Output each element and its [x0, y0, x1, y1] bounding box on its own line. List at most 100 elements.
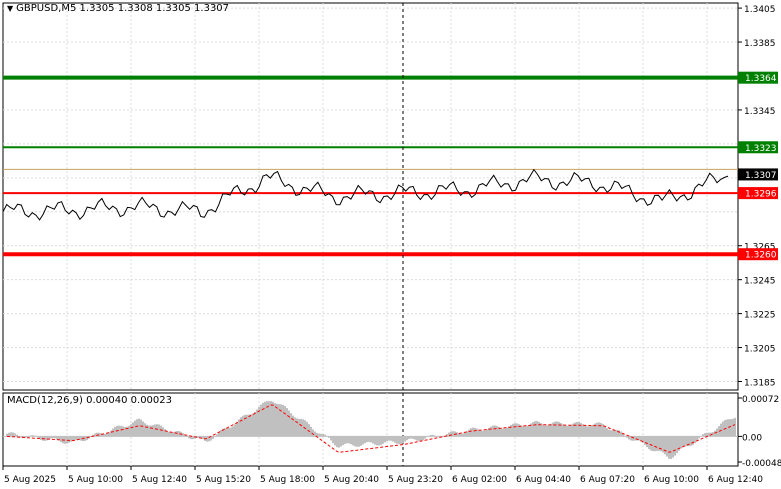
macd-hist-bar — [730, 419, 732, 437]
macd-hist-bar — [266, 401, 268, 437]
macd-hist-bar — [150, 425, 152, 437]
macd-hist-bar — [314, 431, 316, 437]
macd-hist-bar — [452, 431, 454, 437]
macd-hist-bar — [692, 436, 694, 445]
macd-hist-bar — [38, 436, 40, 439]
macd-hist-bar — [248, 414, 250, 437]
macd-hist-bar — [68, 436, 70, 443]
macd-hist-bar — [48, 436, 50, 440]
macd-hist-bar — [536, 421, 538, 437]
macd-hist-bar — [152, 425, 154, 437]
macd-hist-bar — [598, 422, 600, 437]
macd-hist-bar — [600, 422, 602, 437]
macd-hist-bar — [44, 436, 46, 441]
macd-hist-bar — [218, 431, 220, 437]
macd-hist-bar — [332, 436, 334, 444]
macd-hist-bar — [498, 426, 500, 437]
macd-hist-bar — [212, 436, 214, 439]
macd-hist-bar — [422, 436, 424, 441]
time-axis-label: 5 Aug 15:20 — [196, 475, 251, 485]
macd-hist-bar — [216, 434, 218, 437]
macd-hist-bar — [364, 436, 366, 444]
macd-hist-bar — [146, 424, 148, 437]
macd-hist-bar — [254, 411, 256, 437]
price-axis-label: 1.3225 — [744, 311, 776, 321]
macd-hist-bar — [130, 424, 132, 437]
macd-hist-bar — [606, 428, 608, 437]
macd-hist-bar — [76, 436, 78, 440]
macd-hist-bar — [136, 419, 138, 437]
macd-hist-bar — [72, 436, 74, 442]
macd-hist-bar — [534, 421, 536, 437]
macd-hist-bar — [470, 428, 472, 437]
macd-hist-bar — [202, 436, 204, 440]
macd-hist-bar — [494, 425, 496, 437]
macd-hist-bar — [486, 429, 488, 437]
macd-pane-frame — [2, 392, 739, 467]
macd-hist-bar — [154, 424, 156, 437]
macd-hist-bar — [260, 404, 262, 437]
macd-hist-bar — [602, 424, 604, 437]
macd-hist-bar — [380, 436, 382, 445]
macd-hist-bar — [298, 418, 300, 437]
time-axis-label: 5 Aug 23:20 — [388, 475, 443, 485]
macd-hist-bar — [106, 433, 108, 437]
macd-hist-bar — [726, 419, 728, 437]
level-price-label: 1.3260 — [745, 251, 777, 261]
macd-hist-bar — [308, 424, 310, 437]
macd-hist-bar — [350, 436, 352, 445]
macd-hist-bar — [468, 429, 470, 437]
macd-hist-bar — [410, 436, 412, 439]
macd-hist-bar — [528, 424, 530, 437]
macd-hist-bar — [274, 403, 276, 437]
macd-hist-bar — [544, 425, 546, 437]
macd-hist-bar — [734, 417, 736, 437]
macd-hist-bar — [652, 436, 654, 452]
macd-hist-bar — [208, 436, 210, 442]
macd-hist-bar — [392, 436, 394, 442]
macd-hist-bar — [698, 436, 700, 439]
current-price-label: 1.3307 — [745, 171, 777, 181]
macd-hist-bar — [446, 434, 448, 437]
macd-hist-bar — [396, 436, 398, 444]
macd-hist-bar — [634, 436, 636, 441]
macd-hist-bar — [258, 407, 260, 437]
macd-hist-bar — [240, 417, 242, 437]
macd-hist-bar — [566, 425, 568, 437]
macd-hist-bar — [200, 436, 202, 439]
macd-hist-bar — [244, 414, 246, 437]
macd-hist-bar — [508, 426, 510, 437]
macd-hist-bar — [680, 436, 682, 449]
macd-hist-bar — [562, 424, 564, 437]
macd-hist-bar — [306, 421, 308, 437]
macd-hist-bar — [390, 436, 392, 441]
macd-hist-bar — [578, 422, 580, 437]
macd-hist-bar — [54, 436, 56, 439]
macd-hist-bar — [236, 421, 238, 437]
macd-hist-bar — [96, 432, 98, 437]
level-price-label: 1.3323 — [745, 144, 777, 154]
macd-hist-bar — [60, 436, 62, 443]
menu-triangle-icon[interactable]: ▼ — [7, 4, 14, 13]
macd-hist-bar — [328, 436, 330, 438]
macd-hist-bar — [424, 436, 426, 439]
macd-hist-bar — [564, 425, 566, 437]
macd-hist-bar — [14, 433, 16, 437]
macd-hist-bar — [526, 426, 528, 437]
macd-hist-bar — [608, 429, 610, 437]
macd-hist-bar — [190, 436, 192, 440]
macd-hist-bar — [310, 426, 312, 437]
macd-hist-bar — [568, 425, 570, 437]
macd-hist-bar — [362, 436, 364, 445]
macd-hist-bar — [74, 436, 76, 441]
macd-hist-bar — [650, 436, 652, 451]
price-axis-label: 1.3245 — [744, 277, 776, 287]
macd-hist-bar — [198, 436, 200, 438]
price-series-line — [2, 168, 729, 221]
macd-hist-bar — [546, 425, 548, 437]
macd-hist-bar — [92, 434, 94, 437]
macd-title: MACD(12,26,9) 0.00040 0.00023 — [7, 395, 173, 406]
macd-hist-bar — [484, 430, 486, 437]
macd-hist-bar — [338, 436, 340, 448]
